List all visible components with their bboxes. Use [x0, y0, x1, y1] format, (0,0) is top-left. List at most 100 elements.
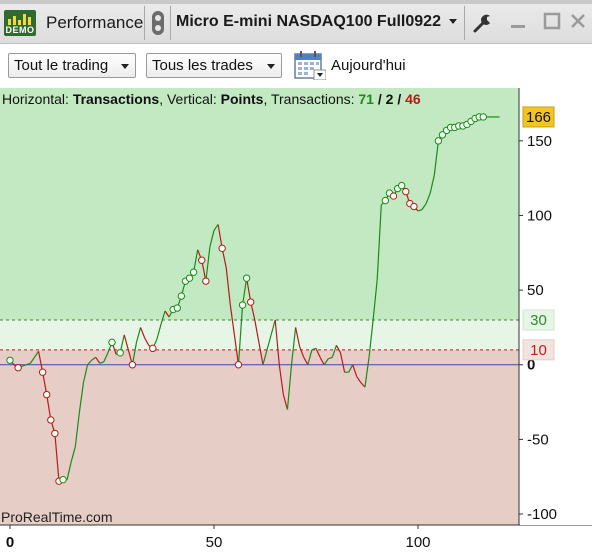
trade-marker[interactable] — [47, 416, 55, 424]
equity-segment — [364, 357, 370, 388]
trade-marker[interactable] — [149, 344, 157, 353]
equity-segment — [266, 334, 272, 350]
top-strip — [0, 0, 592, 4]
trade-marker[interactable] — [59, 475, 67, 484]
equity-segment — [29, 356, 35, 364]
trade-marker[interactable] — [218, 244, 226, 253]
trade-marker[interactable] — [479, 113, 487, 121]
equity-segment — [299, 346, 305, 358]
equity-segment — [335, 345, 342, 354]
trade-marker[interactable] — [43, 390, 51, 399]
equity-segment — [360, 382, 366, 388]
equity-segment — [70, 446, 76, 462]
chevron-down-icon[interactable] — [449, 19, 457, 24]
trades-dropdown[interactable]: Tous les trades — [146, 53, 282, 78]
equity-segment — [26, 362, 31, 366]
trade-marker[interactable] — [247, 298, 255, 306]
trade-marker[interactable] — [185, 274, 194, 282]
trade-marker[interactable] — [116, 349, 124, 357]
trade-marker[interactable] — [397, 181, 406, 190]
bottom-axis-panel — [0, 526, 592, 553]
trade-marker[interactable] — [108, 338, 116, 347]
winners-count: 71 — [358, 91, 374, 107]
badge-chart-icon — [8, 14, 31, 25]
stats-separator: / — [397, 91, 402, 107]
level-30-badge-box — [522, 309, 555, 331]
equity-segment — [319, 356, 325, 366]
equity-segment — [376, 204, 382, 280]
y-tick-label: -100 — [527, 506, 557, 523]
equity-segment — [433, 140, 439, 176]
equity-segment — [290, 327, 297, 365]
loss-zone — [0, 349, 519, 525]
scope-dropdown[interactable]: Tout le trading — [8, 53, 136, 78]
trade-marker[interactable] — [381, 196, 390, 205]
equity-segment — [246, 278, 252, 303]
equity-segment — [156, 324, 162, 340]
trade-marker[interactable] — [234, 361, 243, 369]
minimize-icon[interactable] — [508, 10, 528, 32]
equity-segment — [307, 349, 313, 365]
trades-dropdown-label: Tous les trades — [152, 57, 253, 74]
equity-segment — [54, 433, 60, 482]
trade-marker[interactable] — [177, 292, 186, 300]
date-label: Aujourd'hui — [331, 57, 406, 74]
performance-chart[interactable]: -100 -50 0 50 100 150 0 50 100 30 10 166 Horizontal… — [0, 88, 592, 553]
equity-segment — [262, 349, 268, 365]
equity-segment — [209, 230, 215, 247]
trade-marker[interactable] — [438, 131, 447, 139]
equity-segment — [368, 319, 374, 358]
equity-segment — [270, 319, 276, 336]
toolbar: Tout le trading Tous les trades Aujourd'… — [0, 44, 592, 88]
equity-segment — [123, 334, 129, 350]
trade-marker[interactable] — [242, 274, 251, 282]
x-tick-label: 50 — [206, 534, 223, 551]
equity-segment — [425, 192, 431, 204]
equity-segment — [352, 364, 358, 377]
wrench-icon[interactable] — [472, 10, 494, 34]
trade-marker[interactable] — [6, 356, 14, 364]
equity-segment — [135, 327, 142, 343]
equity-segment — [82, 364, 89, 383]
equity-segment — [42, 372, 48, 395]
chart-canvas[interactable]: -100 -50 0 50 100 150 0 50 100 30 10 166 — [0, 88, 592, 553]
trade-marker[interactable] — [202, 277, 210, 285]
trade-marker[interactable] — [198, 256, 206, 264]
trade-marker[interactable] — [402, 187, 410, 196]
trade-marker[interactable] — [238, 301, 247, 309]
vertical-label: Vertical: — [166, 91, 217, 107]
transactions-label: Transactions: — [270, 91, 355, 107]
equity-segment — [258, 342, 264, 365]
trade-marker[interactable] — [14, 364, 22, 372]
y-tick-label: 50 — [527, 282, 544, 299]
equity-segment — [331, 345, 337, 358]
trade-marker[interactable] — [434, 137, 443, 145]
maximize-icon[interactable] — [542, 10, 562, 32]
trade-marker[interactable] — [389, 192, 398, 200]
watermark: ProRealTime.com — [1, 509, 113, 525]
trade-marker[interactable] — [38, 368, 47, 376]
chevron-down-icon — [121, 64, 129, 69]
equity-segment — [213, 224, 219, 231]
equity-segment — [417, 208, 423, 212]
equity-segment — [229, 304, 235, 335]
equity-segment — [311, 347, 317, 351]
close-icon[interactable] — [568, 10, 588, 32]
neutral-count: 2 — [385, 91, 394, 107]
equity-segment — [46, 394, 52, 421]
equity-segment — [254, 319, 260, 343]
trade-marker[interactable] — [51, 429, 59, 438]
trade-marker[interactable] — [128, 361, 137, 369]
y-tick-label: -50 — [527, 431, 549, 448]
x-tick-label: 100 — [405, 534, 430, 551]
equity-segment — [205, 246, 211, 282]
equity-segment — [144, 337, 150, 346]
trade-marker[interactable] — [189, 268, 198, 276]
y-tick-label: 0 — [527, 357, 535, 374]
equity-segment — [315, 348, 321, 358]
trade-marker[interactable] — [410, 202, 418, 211]
instrument-selector[interactable]: Micro E-mini NASDAQ100 Full0922 — [176, 13, 441, 30]
calendar-icon[interactable] — [294, 50, 326, 80]
trade-marker[interactable] — [173, 304, 181, 312]
link-icon[interactable] — [150, 10, 166, 36]
